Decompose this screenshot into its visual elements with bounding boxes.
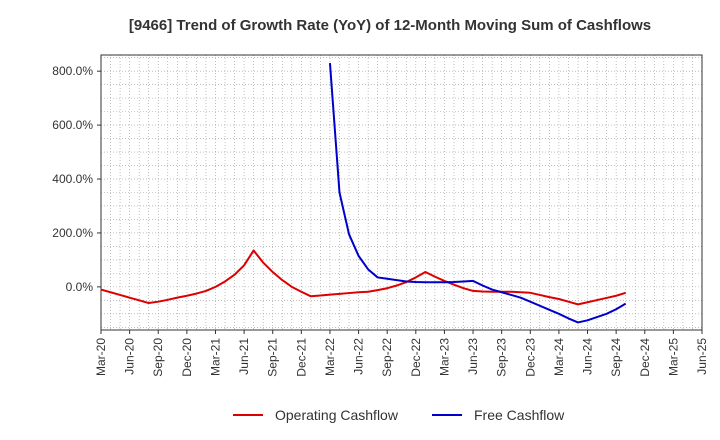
y-tick-label: 200.0% xyxy=(52,226,93,240)
grid xyxy=(100,55,703,330)
y-axis: 800.0% 600.0% 400.0% 200.0% 0.0% xyxy=(52,64,101,294)
series-line xyxy=(328,63,627,324)
x-tick-label: Sep-24 xyxy=(609,338,623,377)
legend-label: Free Cashflow xyxy=(474,407,565,423)
x-tick-label: Jun-23 xyxy=(466,338,480,375)
x-tick-label: Mar-24 xyxy=(552,338,566,376)
series-line xyxy=(100,249,626,306)
series-layer xyxy=(100,63,627,324)
x-tick-label: Jun-20 xyxy=(123,338,137,375)
y-tick-label: 800.0% xyxy=(52,64,93,78)
x-tick-label: Mar-20 xyxy=(94,338,108,376)
y-tick-label: 400.0% xyxy=(52,172,93,186)
legend: Operating Cashflow Free Cashflow xyxy=(233,407,565,423)
x-tick-label: Sep-22 xyxy=(380,338,394,377)
x-tick-label: Mar-23 xyxy=(437,338,451,376)
x-tick-label: Dec-23 xyxy=(523,338,537,377)
x-tick-label: Dec-20 xyxy=(180,338,194,377)
legend-label: Operating Cashflow xyxy=(275,407,399,423)
x-tick-label: Sep-21 xyxy=(266,338,280,377)
plot-frame xyxy=(100,54,703,331)
x-tick-label: Dec-21 xyxy=(294,338,308,377)
x-tick-label: Jun-24 xyxy=(581,338,595,375)
x-tick-label: Mar-22 xyxy=(323,338,337,376)
y-tick-label: 600.0% xyxy=(52,118,93,132)
x-tick-label: Mar-25 xyxy=(666,338,680,376)
x-tick-label: Sep-23 xyxy=(495,338,509,377)
x-tick-label: Jun-25 xyxy=(695,338,709,375)
x-tick-label: Mar-21 xyxy=(208,338,222,376)
y-tick-label: 0.0% xyxy=(66,280,94,294)
x-tick-label: Jun-21 xyxy=(237,338,251,375)
x-axis: Mar-20 Jun-20 Sep-20 Dec-20 Mar-21 Jun-21 Sep-… xyxy=(94,330,709,377)
chart-title: [9466] Trend of Growth Rate (YoY) of 12-… xyxy=(129,17,651,34)
x-tick-label: Jun-22 xyxy=(352,338,366,375)
x-tick-label: Dec-24 xyxy=(638,338,652,377)
x-tick-label: Sep-20 xyxy=(151,338,165,377)
x-tick-label: Dec-22 xyxy=(409,338,423,377)
